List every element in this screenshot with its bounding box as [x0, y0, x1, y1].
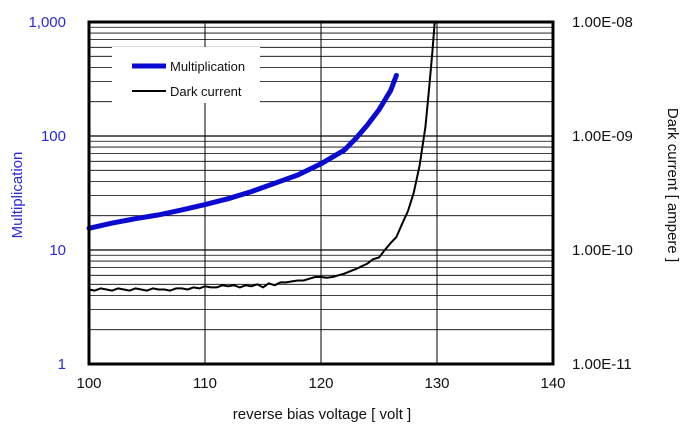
- left-y-tick-label: 10: [49, 242, 66, 259]
- plot-frame: [87, 20, 555, 366]
- right-y-tick-label: 1.00E-11: [572, 356, 632, 373]
- series-line-dark-current: [88, 21, 436, 292]
- series-line-multiplication: [86, 72, 399, 231]
- x-axis-title: reverse bias voltage [ volt ]: [233, 406, 411, 423]
- grid-lines: [88, 22, 554, 365]
- x-tick-label: 120: [308, 375, 333, 392]
- x-tick-label: 100: [76, 375, 101, 392]
- left-y-tick-label: 100: [41, 128, 66, 145]
- legend-label-multiplication: Multiplication: [170, 59, 245, 74]
- right-y-tick-label: 1.00E-10: [572, 242, 633, 259]
- x-tick-label: 140: [540, 375, 565, 392]
- right-y-axis-title: Dark current [ ampere ]: [664, 108, 681, 262]
- left-y-tick-label: 1: [58, 356, 66, 373]
- legend-box: [112, 47, 260, 103]
- tick-labels: 100 110 120 130 1401101001,0001.00E-111.00E-…: [28, 14, 632, 392]
- x-tick-label: 130: [424, 375, 449, 392]
- legend: Multiplication Dark current: [112, 47, 260, 103]
- left-y-tick-label: 1,000: [28, 14, 66, 31]
- legend-label-dark-current: Dark current: [170, 84, 242, 99]
- x-tick-label: 110: [193, 375, 217, 392]
- left-y-axis-title: Multiplication: [9, 152, 26, 239]
- series-lines: [86, 21, 436, 292]
- right-y-tick-label: 1.00E-08: [572, 14, 633, 31]
- right-y-tick-label: 1.00E-09: [572, 128, 633, 145]
